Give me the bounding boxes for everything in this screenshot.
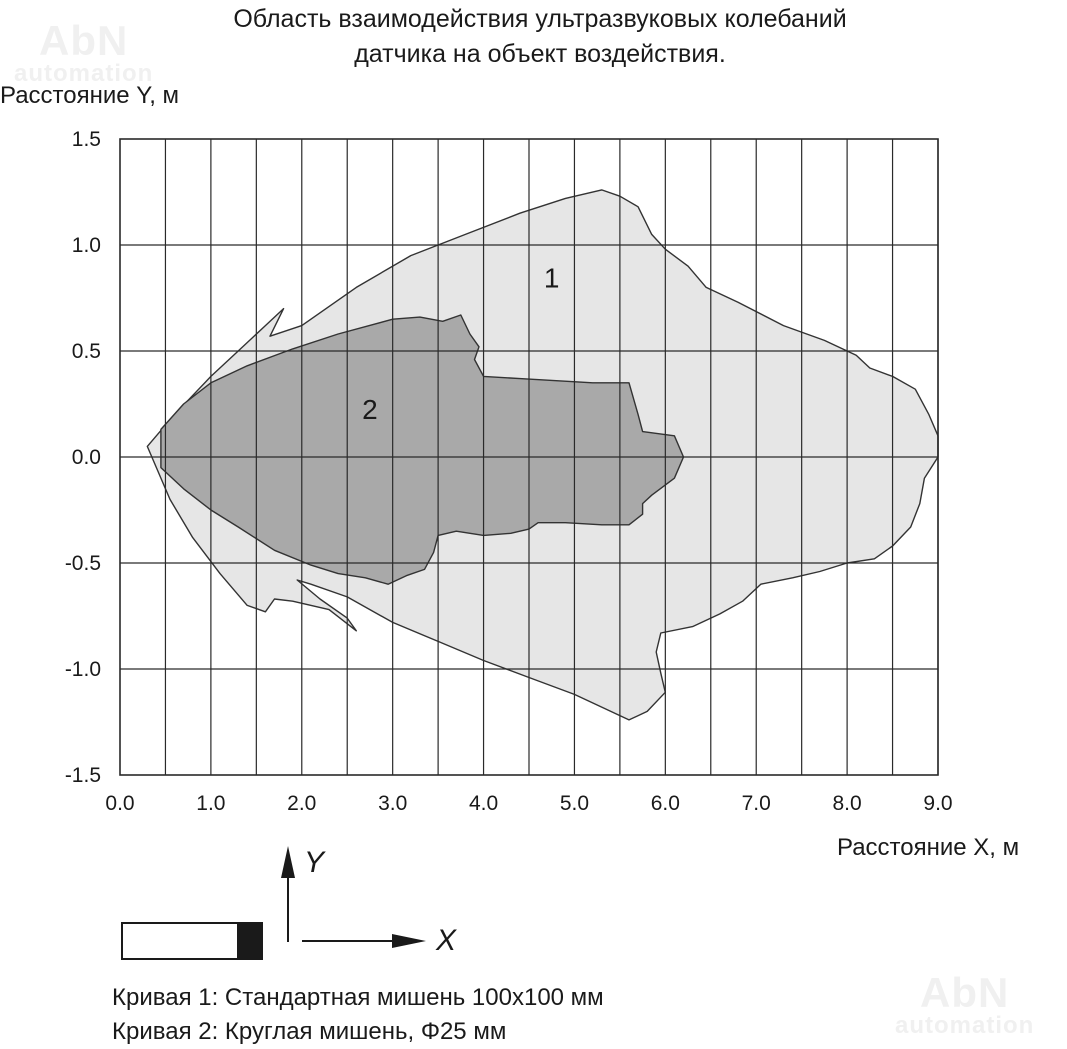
chart-series-labels: 12 — [362, 262, 559, 424]
chart-ticks: 0.0 1.0 2.0 3.0 4.0 5.0 6.0 7.0 8.0 9.0 1.5 1.0 0.5 0… — [65, 128, 953, 815]
sensor-head — [237, 922, 263, 960]
x-tick-label: 8.0 — [833, 792, 862, 815]
x-axis-label: Расстояние X, м — [837, 834, 1020, 861]
y-tick-label: 1.5 — [72, 128, 101, 151]
diagram-x-letter: X — [436, 924, 457, 957]
y-tick-label: 0.0 — [72, 446, 101, 469]
y-tick-label: -1.5 — [65, 764, 101, 787]
watermark-top: AbN automation — [14, 20, 153, 86]
watermark-top-line1: AbN — [39, 17, 129, 64]
x-tick-label: 9.0 — [923, 792, 952, 815]
x-arrow-head — [392, 934, 426, 948]
y-axis-label: Расстояние Y, м — [0, 82, 180, 109]
plot-frame — [119, 138, 939, 776]
watermark-top-line2: automation — [14, 60, 154, 87]
sensor-diagram — [121, 846, 426, 960]
watermark-bottom-line1: AbN — [920, 969, 1010, 1016]
y-tick-label: -0.5 — [65, 552, 101, 575]
legend-curve-2: Кривая 2: Круглая мишень, Φ25 мм — [112, 1018, 507, 1045]
x-tick-label: 4.0 — [469, 792, 498, 815]
curve-2-area — [160, 314, 685, 585]
curve-1-label: 1 — [544, 262, 560, 293]
x-tick-label: 0.0 — [105, 792, 134, 815]
legend-curve-1: Кривая 1: Стандартная мишень 100x100 мм — [112, 984, 604, 1011]
watermark-bottom: AbN automation — [895, 972, 1034, 1038]
chart-grid — [119, 138, 939, 776]
x-tick-label: 7.0 — [742, 792, 771, 815]
watermark-bottom-line2: automation — [895, 1012, 1035, 1039]
diagram-y-letter: Y — [304, 846, 325, 879]
x-tick-label: 5.0 — [560, 792, 589, 815]
chart-areas — [146, 189, 939, 721]
x-tick-label: 1.0 — [196, 792, 225, 815]
sensor-body — [121, 922, 239, 960]
y-tick-label: -1.0 — [65, 658, 101, 681]
title-line-1: Область взаимодействия ультразвуковых ко… — [233, 5, 847, 33]
x-tick-label: 6.0 — [651, 792, 680, 815]
chart-title: Область взаимодействия ультразвуковых ко… — [0, 2, 1067, 72]
curve-2-label: 2 — [362, 394, 378, 425]
x-tick-label: 2.0 — [287, 792, 316, 815]
y-tick-label: 1.0 — [72, 234, 101, 257]
x-tick-label: 3.0 — [378, 792, 407, 815]
title-line-2: датчика на объект воздействия. — [354, 40, 726, 68]
y-tick-label: 0.5 — [72, 340, 101, 363]
y-arrow-head — [281, 846, 295, 878]
